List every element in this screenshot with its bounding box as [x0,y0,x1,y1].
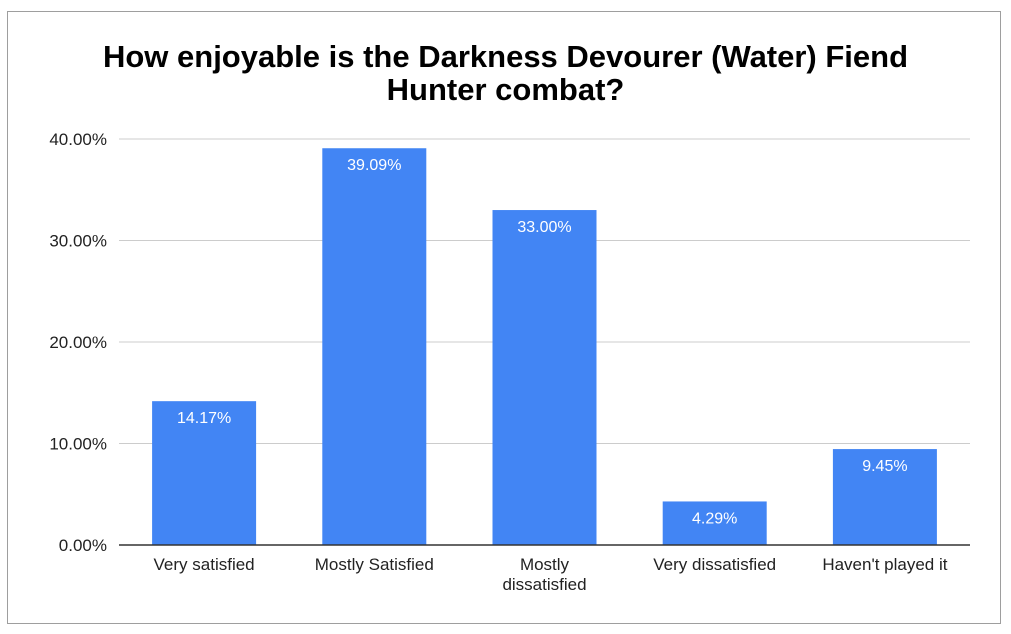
chart-title-line-2: Hunter combat? [386,72,625,107]
category-label: Mostly [520,555,570,574]
y-tick-label: 10.00% [49,435,107,454]
bars [152,148,937,546]
category-label: dissatisfied [502,575,586,594]
y-tick-label: 0.00% [59,536,107,555]
category-labels: Very satisfied Mostly Satisfied Mostlydiss… [154,555,948,594]
y-tick-labels: 0.00% 10.00% 20.00% 30.00% 40.00% [49,130,107,555]
chart-title: How enjoyable is the Darkness Devourer (… [0,40,1011,106]
data-labels: 14.17% 39.09% 33.00% 4.29% 9.45% [177,157,908,527]
data-label: 39.09% [347,157,401,174]
data-label: 9.45% [862,458,907,475]
data-label: 14.17% [177,410,231,427]
y-tick-label: 30.00% [49,232,107,251]
bar [832,449,937,545]
data-label: 4.29% [692,510,737,527]
chart-title-line-1: How enjoyable is the Darkness Devourer (… [102,39,909,74]
y-tick-label: 20.00% [49,333,107,352]
category-label: Mostly Satisfied [315,555,434,574]
bar [662,501,767,545]
y-tick-label: 40.00% [49,130,107,149]
bar [152,401,257,545]
bar [322,148,427,545]
category-label: Very satisfied [154,555,255,574]
category-label: Haven't played it [822,555,947,574]
data-label: 33.00% [517,219,571,236]
bar [492,210,597,546]
category-label: Very dissatisfied [653,555,776,574]
